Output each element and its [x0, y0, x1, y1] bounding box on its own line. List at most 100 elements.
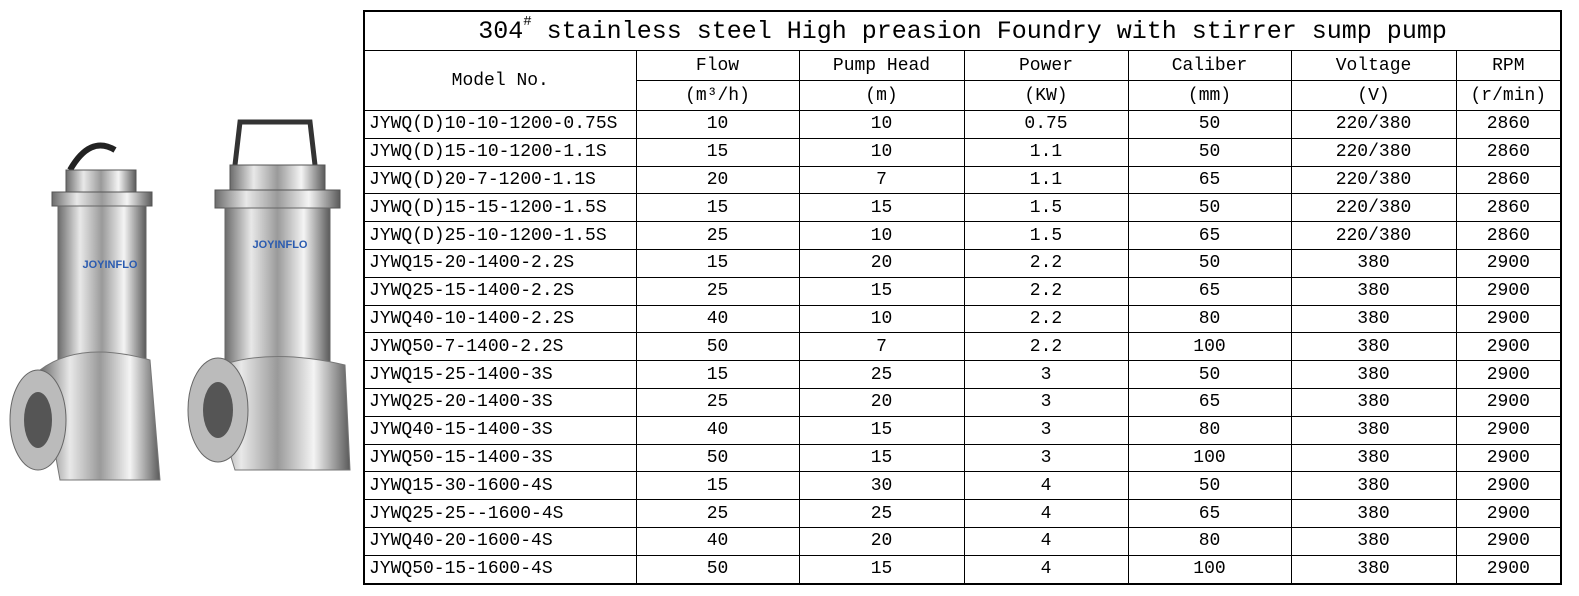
value-cell: 10: [798, 110, 965, 139]
table-row: JYWQ25-25--1600-4S 25 25 4 65 380 2900: [363, 499, 1562, 528]
value-cell: 2.2: [963, 332, 1129, 362]
model-cell: JYWQ50-15-1600-4S: [363, 554, 637, 585]
table-row: JYWQ15-25-1400-3S 15 25 3 50 380 2900: [363, 360, 1562, 389]
unit-cell: (V): [1290, 80, 1457, 111]
value-cell: 3: [963, 360, 1129, 389]
value-cell: 7: [798, 165, 965, 195]
value-cell: 100: [1127, 443, 1292, 473]
table-row: JYWQ(D)25-10-1200-1.5S 25 10 1.5 65 220/380 28…: [363, 221, 1562, 250]
title-sup: #: [523, 13, 532, 30]
value-cell: 40: [635, 415, 800, 445]
value-cell: 4: [963, 554, 1129, 585]
value-cell: 50: [1127, 471, 1292, 501]
value-cell: 3: [963, 387, 1129, 417]
value-cell: 380: [1290, 499, 1457, 528]
model-cell: JYWQ50-7-1400-2.2S: [363, 332, 637, 362]
value-cell: 380: [1290, 471, 1457, 501]
value-cell: 25: [635, 387, 800, 417]
value-cell: 2.2: [963, 276, 1129, 306]
table-row: JYWQ(D)15-10-1200-1.1S 15 10 1.1 50 220/380 28…: [363, 137, 1562, 167]
value-cell: 1.1: [963, 137, 1129, 167]
value-cell: 25: [635, 221, 800, 250]
value-cell: 20: [798, 248, 965, 278]
value-cell: 0.75: [963, 110, 1129, 139]
value-cell: 15: [635, 248, 800, 278]
model-cell: JYWQ40-20-1600-4S: [363, 526, 637, 556]
value-cell: 80: [1127, 526, 1292, 556]
table-row: JYWQ40-15-1400-3S 40 15 3 80 380 2900: [363, 415, 1562, 445]
value-cell: 380: [1290, 304, 1457, 334]
pump-right: JOYINFLO: [187, 119, 351, 471]
value-cell: 2860: [1455, 221, 1562, 250]
value-cell: 50: [1127, 193, 1292, 223]
value-cell: 3: [963, 443, 1129, 473]
value-cell: 2900: [1455, 387, 1562, 417]
value-cell: 4: [963, 471, 1129, 501]
value-cell: 220/380: [1290, 221, 1457, 250]
value-cell: 15: [635, 193, 800, 223]
value-cell: 2900: [1455, 276, 1562, 306]
value-cell: 40: [635, 304, 800, 334]
value-cell: 2900: [1455, 443, 1562, 473]
table-row: JYWQ25-15-1400-2.2S 25 15 2.2 65 380 2900: [363, 276, 1562, 306]
unit-cell: (mm): [1127, 80, 1292, 111]
value-cell: 40: [635, 526, 800, 556]
model-cell: JYWQ50-15-1400-3S: [363, 443, 637, 473]
table-title: 304# stainless steel High preasion Found…: [363, 10, 1562, 51]
value-cell: 25: [635, 499, 800, 528]
value-cell: 220/380: [1290, 193, 1457, 223]
header-cell: Power: [963, 50, 1129, 81]
value-cell: 65: [1127, 387, 1292, 417]
unit-cell: (m): [798, 80, 965, 111]
value-cell: 380: [1290, 554, 1457, 585]
value-cell: 380: [1290, 443, 1457, 473]
value-cell: 15: [635, 360, 800, 389]
value-cell: 220/380: [1290, 165, 1457, 195]
value-cell: 80: [1127, 304, 1292, 334]
value-cell: 15: [798, 276, 965, 306]
value-cell: 7: [798, 332, 965, 362]
value-cell: 15: [635, 471, 800, 501]
header-cell: Voltage: [1290, 50, 1457, 81]
model-cell: JYWQ(D)20-7-1200-1.1S: [363, 165, 637, 195]
value-cell: 380: [1290, 332, 1457, 362]
value-cell: 2860: [1455, 137, 1562, 167]
table-row: JYWQ15-30-1600-4S 15 30 4 50 380 2900: [363, 471, 1562, 501]
value-cell: 2860: [1455, 165, 1562, 195]
table-row: JYWQ25-20-1400-3S 25 20 3 65 380 2900: [363, 387, 1562, 417]
value-cell: 2900: [1455, 499, 1562, 528]
value-cell: 380: [1290, 415, 1457, 445]
model-cell: JYWQ25-20-1400-3S: [363, 387, 637, 417]
value-cell: 25: [798, 360, 965, 389]
unit-cell: (r/min): [1455, 80, 1562, 111]
spec-table: 304# stainless steel High preasion Found…: [363, 10, 1563, 585]
value-cell: 10: [798, 304, 965, 334]
unit-cell: (m³/h): [635, 80, 800, 111]
value-cell: 380: [1290, 276, 1457, 306]
model-cell: JYWQ25-15-1400-2.2S: [363, 276, 637, 306]
value-cell: 100: [1127, 332, 1292, 362]
value-cell: 220/380: [1290, 137, 1457, 167]
value-cell: 380: [1290, 526, 1457, 556]
model-cell: JYWQ(D)25-10-1200-1.5S: [363, 221, 637, 250]
value-cell: 30: [798, 471, 965, 501]
value-cell: 1.5: [963, 221, 1129, 250]
value-cell: 20: [798, 387, 965, 417]
model-cell: JYWQ(D)15-15-1200-1.5S: [363, 193, 637, 223]
value-cell: 15: [798, 554, 965, 585]
unit-cell: (KW): [963, 80, 1129, 111]
value-cell: 50: [1127, 110, 1292, 139]
table-row: JYWQ(D)10-10-1200-0.75S 10 10 0.75 50 220/380…: [363, 110, 1562, 139]
value-cell: 15: [798, 443, 965, 473]
model-cell: JYWQ(D)15-10-1200-1.1S: [363, 137, 637, 167]
value-cell: 50: [1127, 137, 1292, 167]
value-cell: 2900: [1455, 415, 1562, 445]
value-cell: 80: [1127, 415, 1292, 445]
value-cell: 50: [635, 554, 800, 585]
table-row: JYWQ50-15-1600-4S 50 15 4 100 380 2900: [363, 554, 1562, 585]
value-cell: 220/380: [1290, 110, 1457, 139]
value-cell: 65: [1127, 276, 1292, 306]
header-cell: Caliber: [1127, 50, 1292, 81]
table-row: JYWQ50-15-1400-3S 50 15 3 100 380 2900: [363, 443, 1562, 473]
table-row: JYWQ50-7-1400-2.2S 50 7 2.2 100 380 2900: [363, 332, 1562, 362]
